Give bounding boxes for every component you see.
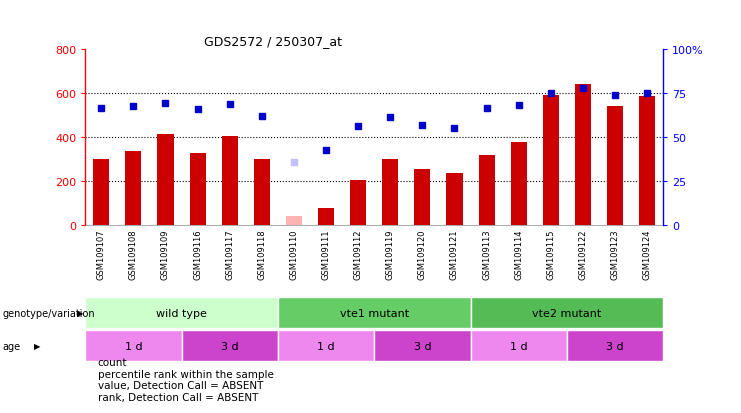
Bar <box>382 159 399 225</box>
Text: GSM109117: GSM109117 <box>225 229 234 280</box>
Text: GSM109114: GSM109114 <box>514 229 523 280</box>
Bar <box>157 135 173 225</box>
Bar <box>446 173 462 225</box>
Text: GSM109109: GSM109109 <box>161 229 170 280</box>
Text: GSM109119: GSM109119 <box>386 229 395 280</box>
Text: GSM109120: GSM109120 <box>418 229 427 280</box>
Bar <box>350 180 366 225</box>
Text: value, Detection Call = ABSENT: value, Detection Call = ABSENT <box>98 380 263 390</box>
Text: GSM109115: GSM109115 <box>546 229 555 280</box>
Text: GSM109116: GSM109116 <box>193 229 202 280</box>
Bar <box>278 330 374 361</box>
Text: GSM109118: GSM109118 <box>257 229 266 280</box>
Bar <box>253 159 270 225</box>
Text: GSM109107: GSM109107 <box>97 229 106 280</box>
Bar <box>85 330 182 361</box>
Bar <box>575 85 591 225</box>
Bar <box>471 330 567 361</box>
Text: GSM109122: GSM109122 <box>579 229 588 280</box>
Text: vte1 mutant: vte1 mutant <box>339 308 409 318</box>
Bar <box>542 96 559 225</box>
Bar <box>374 330 471 361</box>
Text: 1 d: 1 d <box>510 341 528 351</box>
Text: GSM109124: GSM109124 <box>642 229 651 280</box>
Text: age: age <box>2 341 20 351</box>
Text: wild type: wild type <box>156 308 207 318</box>
Text: GSM109110: GSM109110 <box>290 229 299 280</box>
Bar <box>414 169 431 225</box>
Bar <box>567 330 663 361</box>
Text: 1 d: 1 d <box>124 341 142 351</box>
Text: GSM109108: GSM109108 <box>129 229 138 280</box>
Text: 3 d: 3 d <box>221 341 239 351</box>
Text: 3 d: 3 d <box>606 341 624 351</box>
Bar <box>318 209 334 225</box>
Text: 1 d: 1 d <box>317 341 335 351</box>
Bar <box>639 97 655 225</box>
Bar <box>93 159 110 225</box>
Text: GSM109123: GSM109123 <box>611 229 619 280</box>
Text: ▶: ▶ <box>34 342 41 350</box>
Bar <box>479 156 495 225</box>
Text: percentile rank within the sample: percentile rank within the sample <box>98 369 273 379</box>
Bar <box>85 297 278 328</box>
Text: GSM109113: GSM109113 <box>482 229 491 280</box>
Text: count: count <box>98 357 127 367</box>
Text: GSM109111: GSM109111 <box>322 229 330 280</box>
Bar <box>511 143 527 225</box>
Text: GDS2572 / 250307_at: GDS2572 / 250307_at <box>204 36 342 48</box>
Text: vte2 mutant: vte2 mutant <box>532 308 602 318</box>
Bar <box>471 297 663 328</box>
Bar <box>286 216 302 225</box>
Bar <box>607 107 623 225</box>
Bar <box>222 136 238 225</box>
Bar <box>125 152 142 225</box>
Text: 3 d: 3 d <box>413 341 431 351</box>
Text: GSM109121: GSM109121 <box>450 229 459 280</box>
Text: ▶: ▶ <box>77 309 84 317</box>
Text: rank, Detection Call = ABSENT: rank, Detection Call = ABSENT <box>98 392 258 402</box>
Bar <box>190 154 205 225</box>
Text: GSM109112: GSM109112 <box>353 229 362 280</box>
Bar <box>278 297 471 328</box>
Text: genotype/variation: genotype/variation <box>2 308 95 318</box>
Bar <box>182 330 278 361</box>
